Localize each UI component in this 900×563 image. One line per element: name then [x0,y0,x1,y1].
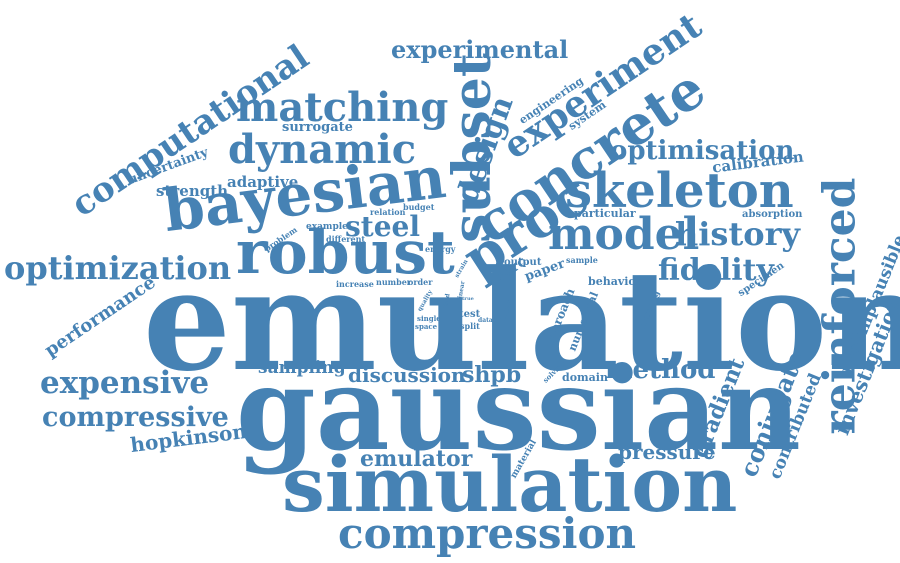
word-optimisation: optimisation [610,136,795,166]
word-order: order [408,277,433,287]
word-relation: relation [370,207,406,217]
word-skeleton: skeleton [565,163,794,219]
word-fidelity: fidelity [658,253,774,288]
word-simulation: simulation [282,440,738,529]
word-gaussian: gaussian [236,342,801,476]
word-compressive: compressive [42,402,229,433]
word-behavior: behavior [588,275,642,288]
word-model: model [548,209,700,260]
word-increase: increase [336,279,374,289]
word-experimental: experimental [391,35,569,64]
word-domain: domain [562,371,608,384]
word-budget: budget [403,202,435,212]
word-test: test [459,309,481,320]
word-space: space [415,322,438,331]
word-method: method [605,355,716,385]
word-data: data [478,317,493,324]
word-dynamic: dynamic [228,126,417,173]
word-particular: particular [574,207,636,220]
word-expensive: expensive [40,365,210,401]
word-matching: matching [236,84,449,131]
word-true: true [462,296,474,302]
word-optimization: optimization [4,249,232,287]
word-adaptive: adaptive [227,173,299,191]
word-absorption: absorption [742,209,803,220]
word-compression: compression [338,509,637,558]
word-shpb: shpb [462,362,522,388]
word-robust: robust [236,218,455,288]
word-different: different [326,234,366,244]
word-steel: steel [345,210,420,243]
word-discussion: discussion [348,363,466,387]
word-split: split [460,321,480,331]
word-emulation: emulation [143,239,900,402]
word-single: single [417,314,441,323]
word-history: history [675,215,801,253]
word-output: output [504,257,542,268]
word-sampling: sampling [258,358,346,378]
word-pressure: pressure [618,440,716,464]
word-sample: sample [566,255,598,265]
word-example: example [306,222,348,232]
word-energy: energy [425,244,456,254]
word-emulator: emulator [360,446,473,472]
word-strength: strength [156,182,229,200]
word-number: number [376,277,411,287]
word-surrogate: surrogate [282,120,353,135]
